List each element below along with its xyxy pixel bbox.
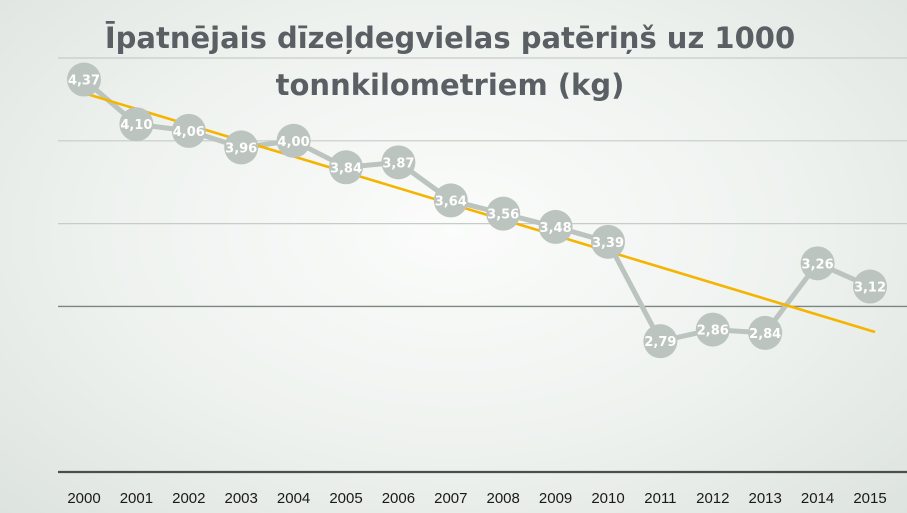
data-point-marker bbox=[486, 196, 521, 231]
data-point-marker bbox=[329, 150, 363, 185]
data-label: 2,84 bbox=[749, 327, 781, 342]
data-label: 4,37 bbox=[68, 74, 100, 89]
x-tick-label: 2007 bbox=[434, 490, 467, 507]
data-label: 3,56 bbox=[487, 208, 519, 223]
data-point-marker bbox=[381, 145, 416, 180]
trendline bbox=[83, 91, 876, 334]
x-tick-label: 2014 bbox=[801, 490, 834, 507]
series-layer bbox=[82, 77, 872, 344]
chart-title-line-1: Īpatnējais dīzeļdegvielas patēriņš uz 10… bbox=[105, 21, 795, 55]
data-label: 3,12 bbox=[854, 281, 886, 296]
x-tick-label: 2010 bbox=[591, 490, 624, 507]
x-tick-label: 2008 bbox=[487, 490, 520, 507]
x-tick-label: 2005 bbox=[329, 490, 362, 507]
data-point-marker bbox=[119, 107, 154, 142]
x-tick-label: 2002 bbox=[172, 490, 205, 507]
data-point-marker bbox=[853, 269, 887, 304]
data-label: 4,00 bbox=[278, 135, 310, 150]
data-point-marker bbox=[643, 324, 678, 359]
data-label: 4,10 bbox=[120, 118, 152, 133]
data-point-marker bbox=[67, 62, 101, 97]
data-point-marker bbox=[695, 312, 730, 347]
data-point-marker bbox=[171, 113, 206, 148]
data-point-marker bbox=[224, 130, 259, 165]
trendline-layer bbox=[83, 91, 876, 334]
chart-title-line-2: tonnkilometriem (kg) bbox=[276, 68, 625, 102]
data-label: 3,26 bbox=[802, 257, 834, 272]
x-axis: 2000 2001 2002 2003 2004 2005 2006 2007 2008 2009… bbox=[67, 490, 886, 507]
data-point-marker bbox=[591, 224, 625, 259]
data-point-marker bbox=[748, 315, 783, 350]
data-label: 3,48 bbox=[540, 221, 572, 236]
x-tick-label: 2015 bbox=[853, 490, 886, 507]
x-tick-label: 2003 bbox=[225, 490, 258, 507]
x-tick-label: 2013 bbox=[749, 490, 782, 507]
x-tick-label: 2001 bbox=[120, 490, 153, 507]
data-point-marker bbox=[276, 123, 311, 158]
x-tick-label: 2006 bbox=[382, 490, 415, 507]
data-line bbox=[82, 77, 872, 344]
x-tick-label: 2004 bbox=[277, 490, 310, 507]
data-point-marker bbox=[800, 246, 835, 281]
data-label: 3,64 bbox=[435, 194, 467, 209]
x-tick-label: 2011 bbox=[644, 490, 676, 507]
data-label: 3,84 bbox=[330, 161, 362, 176]
data-label: 4,06 bbox=[173, 125, 205, 140]
data-point-marker bbox=[538, 209, 573, 244]
data-label: 3,96 bbox=[225, 141, 257, 156]
data-label: 3,87 bbox=[382, 156, 414, 171]
x-tick-label: 2009 bbox=[539, 490, 572, 507]
data-point-marker bbox=[433, 183, 468, 218]
data-label: 2,86 bbox=[697, 324, 729, 339]
x-tick-label: 2000 bbox=[67, 490, 100, 507]
marker-layer: 4,37 4,10 4,06 3,96 4,00 3,84 3,87 3,64 3,56 3,48… bbox=[67, 62, 887, 359]
data-label: 3,39 bbox=[592, 236, 624, 251]
x-tick-label: 2012 bbox=[696, 490, 729, 507]
data-label: 2,79 bbox=[644, 335, 676, 350]
